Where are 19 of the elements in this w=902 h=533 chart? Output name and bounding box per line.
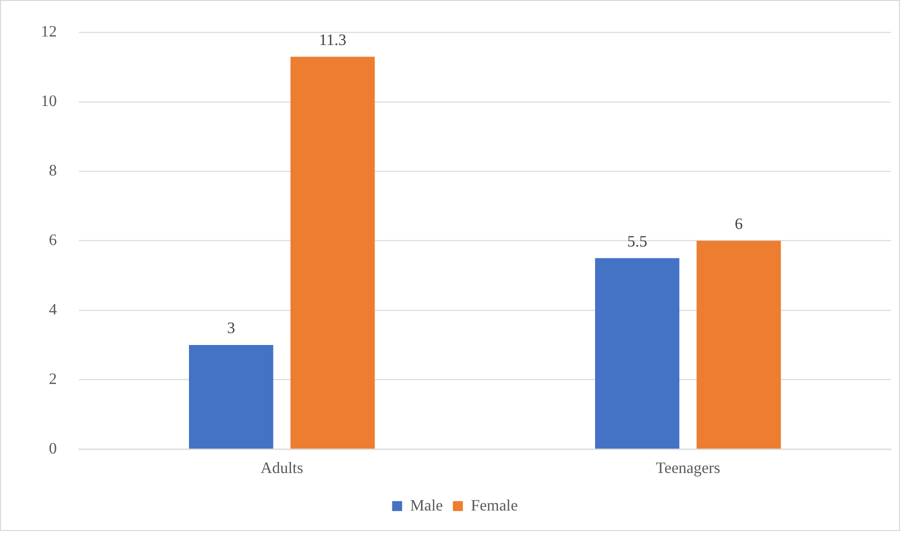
data-label: 3 bbox=[227, 320, 236, 338]
bar bbox=[595, 258, 680, 449]
y-tick-label: 4 bbox=[48, 301, 57, 318]
legend-label: Female bbox=[470, 497, 518, 514]
data-label: 11.3 bbox=[318, 32, 346, 50]
y-tick-label: 10 bbox=[40, 93, 57, 110]
x-tick-label: Teenagers bbox=[656, 460, 720, 477]
data-label: 5.5 bbox=[627, 233, 648, 250]
bar bbox=[696, 240, 781, 449]
bar bbox=[290, 56, 375, 449]
legend-label: Male bbox=[410, 497, 443, 514]
y-tick-label: 8 bbox=[48, 162, 57, 180]
y-tick-label: 6 bbox=[48, 232, 57, 249]
x-tick-label: Adults bbox=[260, 460, 304, 477]
y-tick-label: 2 bbox=[48, 370, 57, 388]
data-label: 6 bbox=[734, 216, 743, 234]
y-tick-label: 12 bbox=[40, 24, 57, 41]
y-tick-label: 0 bbox=[48, 440, 57, 458]
bar bbox=[188, 344, 274, 449]
